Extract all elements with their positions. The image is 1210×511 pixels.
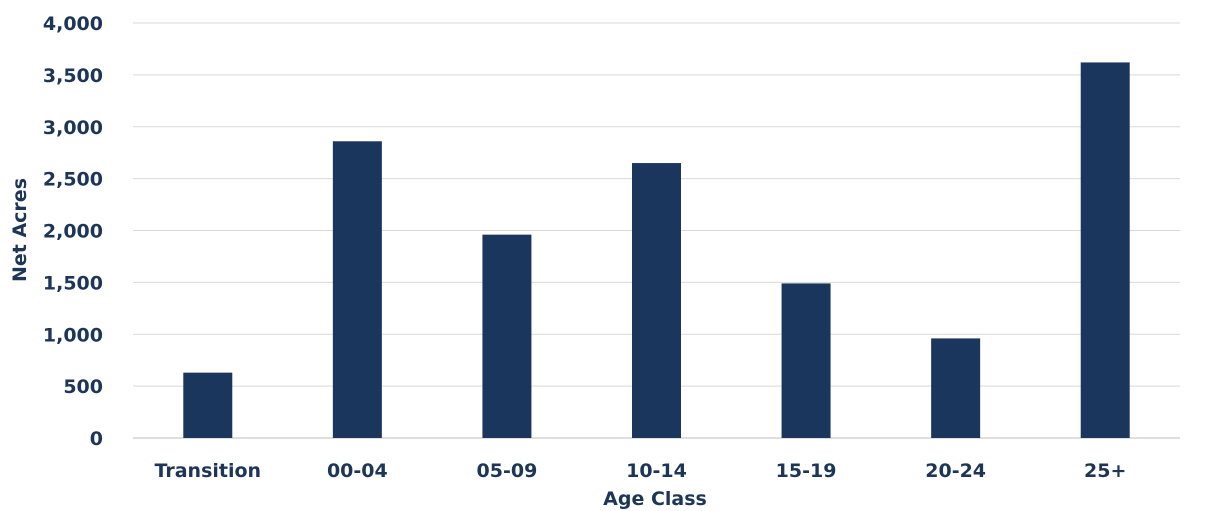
- x-tick-label: 00-04: [327, 460, 388, 482]
- y-tick-label: 3,500: [43, 65, 103, 87]
- y-tick-label: 4,000: [43, 13, 103, 35]
- x-axis-ticks: Transition 00-04 05-09 10-14 15-19 20-24 25+: [154, 460, 1126, 482]
- x-axis-title: Age Class: [603, 488, 707, 510]
- bar-10-14: [632, 163, 681, 438]
- x-tick-label: 10-14: [626, 460, 687, 482]
- y-axis-ticks: 0 500 1,000 1,500 2,000 2,500 3,000 3,500 4,000: [43, 13, 103, 450]
- y-tick-label: 500: [63, 376, 103, 398]
- x-tick-label: 15-19: [776, 460, 837, 482]
- y-tick-label: 0: [90, 428, 103, 450]
- x-tick-label: 20-24: [925, 460, 986, 482]
- y-axis-title: Net Acres: [9, 178, 31, 282]
- x-tick-label: 25+: [1084, 460, 1126, 482]
- y-tick-label: 2,000: [43, 221, 103, 243]
- bar-15-19: [781, 283, 831, 438]
- bar-00-04: [332, 141, 382, 438]
- bar-05-09: [482, 234, 532, 438]
- x-tick-label: Transition: [154, 460, 261, 482]
- bar-transition: [183, 372, 233, 438]
- bars: [183, 62, 1130, 439]
- y-tick-label: 1,000: [43, 324, 103, 346]
- bar-20-24: [931, 338, 981, 438]
- x-tick-label: 05-09: [477, 460, 538, 482]
- y-tick-label: 3,000: [43, 117, 103, 139]
- bar-25: [1080, 62, 1130, 439]
- y-tick-label: 2,500: [43, 169, 103, 191]
- y-tick-label: 1,500: [43, 272, 103, 294]
